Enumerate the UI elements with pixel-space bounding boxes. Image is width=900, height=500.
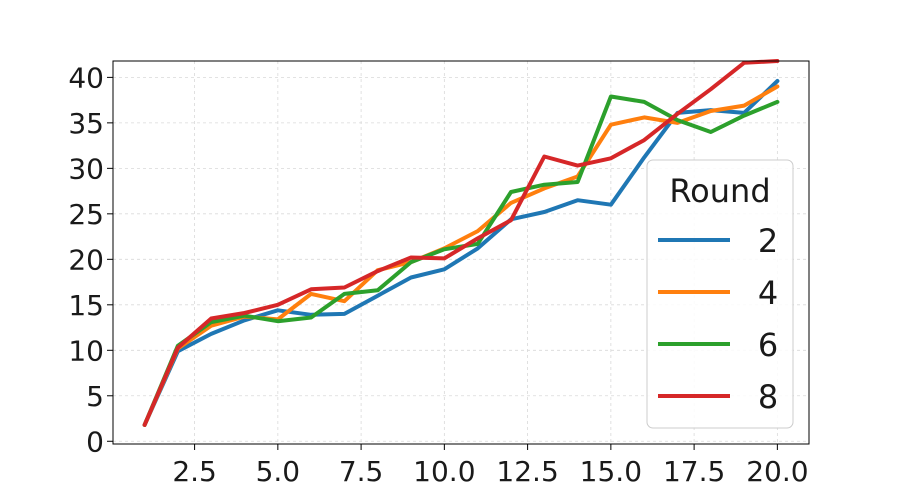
y-axis: 0 5 10 15 20 25 30 35 40 [68,61,113,458]
plot-frame [112,60,810,445]
x-tick-label: 17.5 [663,455,725,488]
x-tick-label: 15.0 [580,455,642,488]
legend-label: 4 [758,274,778,312]
x-tick-label: 10.0 [413,455,475,488]
y-tick-label: 10 [68,334,104,367]
legend-item-round-2: 2 [658,222,778,260]
series-line-round-8 [142,59,780,427]
y-tick-label: 15 [68,289,104,322]
x-tick-label: 5.0 [256,455,301,488]
x-tick-label: 2.5 [172,455,217,488]
legend-items: 2 4 6 8 [658,222,778,416]
x-tick-label: 7.5 [339,455,384,488]
y-tick-label: 25 [68,198,104,231]
y-tick-label: 5 [86,380,104,413]
legend-title: Round [669,172,770,210]
legend-item-round-4: 4 [658,274,778,312]
y-tick-label: 40 [68,61,104,94]
legend-label: 8 [758,378,778,416]
legend-label: 6 [758,326,778,364]
y-tick-label: 30 [68,152,104,185]
legend-label: 2 [758,222,778,260]
y-tick-label: 20 [68,243,104,276]
series-lines [142,59,780,427]
legend-item-round-6: 6 [658,326,778,364]
x-tick-label: 12.5 [496,455,558,488]
y-tick-label: 35 [68,107,104,140]
y-tick-label: 0 [86,425,104,458]
legend-item-round-8: 8 [658,378,778,416]
x-axis: 2.5 5.0 7.5 10.0 12.5 15.0 17.5 20.0 [172,444,809,488]
x-tick-label: 20.0 [746,455,808,488]
legend: Round 2 4 6 8 [646,159,794,429]
